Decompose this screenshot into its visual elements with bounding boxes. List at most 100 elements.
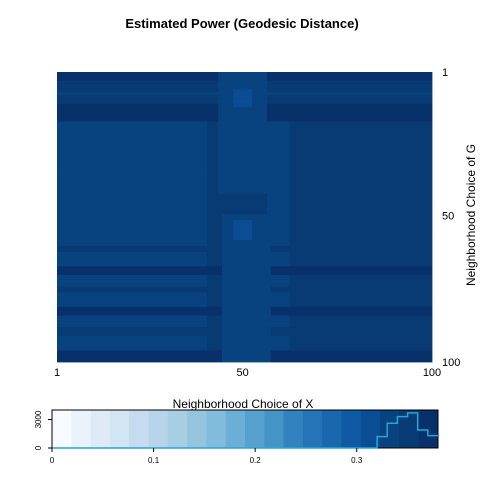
heatmap-cell	[207, 280, 223, 285]
heatmap-cell	[267, 156, 290, 160]
heatmap-cell	[267, 188, 290, 192]
heatmap-cell	[218, 188, 268, 192]
heatmap-cell	[57, 283, 208, 287]
heatmap-cell	[57, 83, 219, 87]
heatmap-cell	[252, 225, 272, 229]
legend-tick-label: 0.2	[250, 456, 262, 465]
heatmap-cell	[289, 124, 433, 128]
heatmap-cell	[57, 199, 208, 203]
heatmap-cell	[289, 161, 433, 166]
heatmap-cell	[289, 304, 433, 308]
heatmap-cell	[57, 327, 223, 331]
heatmap-cell	[289, 141, 433, 145]
heatmap-cell	[57, 318, 208, 322]
heatmap-cell	[207, 219, 223, 224]
heatmap-cell	[222, 309, 272, 314]
heatmap-cell	[57, 135, 208, 140]
y-tick-label: 50	[442, 211, 454, 223]
heatmap-cell	[267, 173, 290, 177]
legend-swatch	[418, 410, 439, 448]
y-tick-label: 1	[442, 67, 448, 79]
heatmap-cell	[57, 275, 208, 279]
heatmap-cell	[57, 280, 208, 285]
heatmap-cell	[57, 246, 223, 250]
heatmap-cell	[207, 263, 223, 267]
heatmap-cell	[222, 283, 272, 287]
heatmap-cell	[218, 83, 268, 87]
heatmap-cell	[270, 257, 290, 261]
heatmap-cell	[218, 109, 268, 113]
heatmap-cell	[222, 298, 272, 302]
heatmap-cell	[233, 98, 253, 102]
heatmap-cell	[222, 304, 272, 308]
heatmap-cell	[57, 98, 219, 102]
heatmap-cell	[289, 324, 433, 328]
heatmap-cell	[57, 156, 208, 160]
heatmap-cell	[267, 205, 290, 209]
heatmap-cell	[207, 318, 223, 322]
heatmap-cell	[57, 161, 208, 166]
heatmap-cell	[57, 286, 223, 290]
color-legend-histogram	[52, 412, 438, 449]
heatmap-cell	[57, 289, 223, 293]
heatmap-cell	[289, 292, 433, 296]
heatmap-cell	[267, 106, 433, 111]
heatmap-cell	[289, 127, 433, 131]
heatmap-cell	[270, 321, 290, 325]
heatmap-cell	[222, 333, 272, 337]
heatmap-cell	[270, 330, 433, 334]
heatmap-cell	[57, 167, 208, 171]
heatmap-cell	[218, 144, 268, 148]
heatmap-cell	[57, 159, 208, 163]
heatmap-cell	[222, 234, 234, 238]
heatmap-cell	[218, 153, 268, 157]
heatmap-cell	[57, 228, 208, 232]
heatmap-cell	[57, 266, 223, 270]
heatmap-cell	[57, 315, 208, 319]
heatmap-cell	[267, 80, 433, 84]
heatmap-cell	[218, 80, 268, 84]
heatmap-cell	[218, 173, 268, 177]
heatmap-cell	[57, 141, 208, 145]
heatmap-cell	[218, 179, 268, 183]
heatmap-cell	[289, 228, 433, 232]
heatmap-cell	[289, 344, 433, 348]
heatmap-cell	[222, 353, 272, 357]
heatmap-cell	[267, 196, 290, 200]
heatmap-cell	[207, 173, 219, 177]
x-axis-label: Neighborhood Choice of X	[173, 397, 314, 411]
heatmap-cell	[207, 190, 219, 195]
heatmap-cell	[57, 89, 219, 93]
heatmap-cell	[289, 130, 433, 134]
heatmap-cell	[207, 338, 223, 343]
heatmap-cell	[267, 72, 433, 76]
heatmap-cell	[207, 196, 268, 200]
legend-swatch	[302, 410, 323, 448]
heatmap-cell	[289, 341, 433, 345]
heatmap-cell	[289, 159, 433, 163]
heatmap-cell	[270, 347, 290, 351]
heatmap-cell	[218, 167, 268, 171]
heatmap-cell	[57, 115, 219, 119]
heatmap-cell	[57, 182, 208, 186]
heatmap-cell	[222, 214, 272, 218]
heatmap-cell	[57, 248, 223, 253]
heatmap-cell	[270, 240, 290, 244]
heatmap-cell	[222, 277, 272, 282]
heatmap-cell	[57, 338, 208, 343]
heatmap-cell	[57, 101, 219, 105]
heatmap-cell	[57, 130, 208, 134]
legend-swatch	[264, 410, 284, 448]
heatmap-cell	[57, 353, 223, 357]
heatmap-cell	[252, 231, 272, 235]
heatmap-cell	[57, 164, 208, 169]
heatmap-cell	[289, 295, 433, 299]
heatmap-cell	[289, 176, 433, 180]
heatmap-cell	[57, 341, 208, 345]
heatmap-cell	[289, 225, 433, 229]
heatmap-cell	[57, 304, 208, 308]
heatmap-cell	[218, 106, 268, 111]
heatmap-cell	[57, 193, 208, 198]
heatmap-cell	[207, 214, 223, 218]
heatmap-cell	[289, 298, 433, 302]
